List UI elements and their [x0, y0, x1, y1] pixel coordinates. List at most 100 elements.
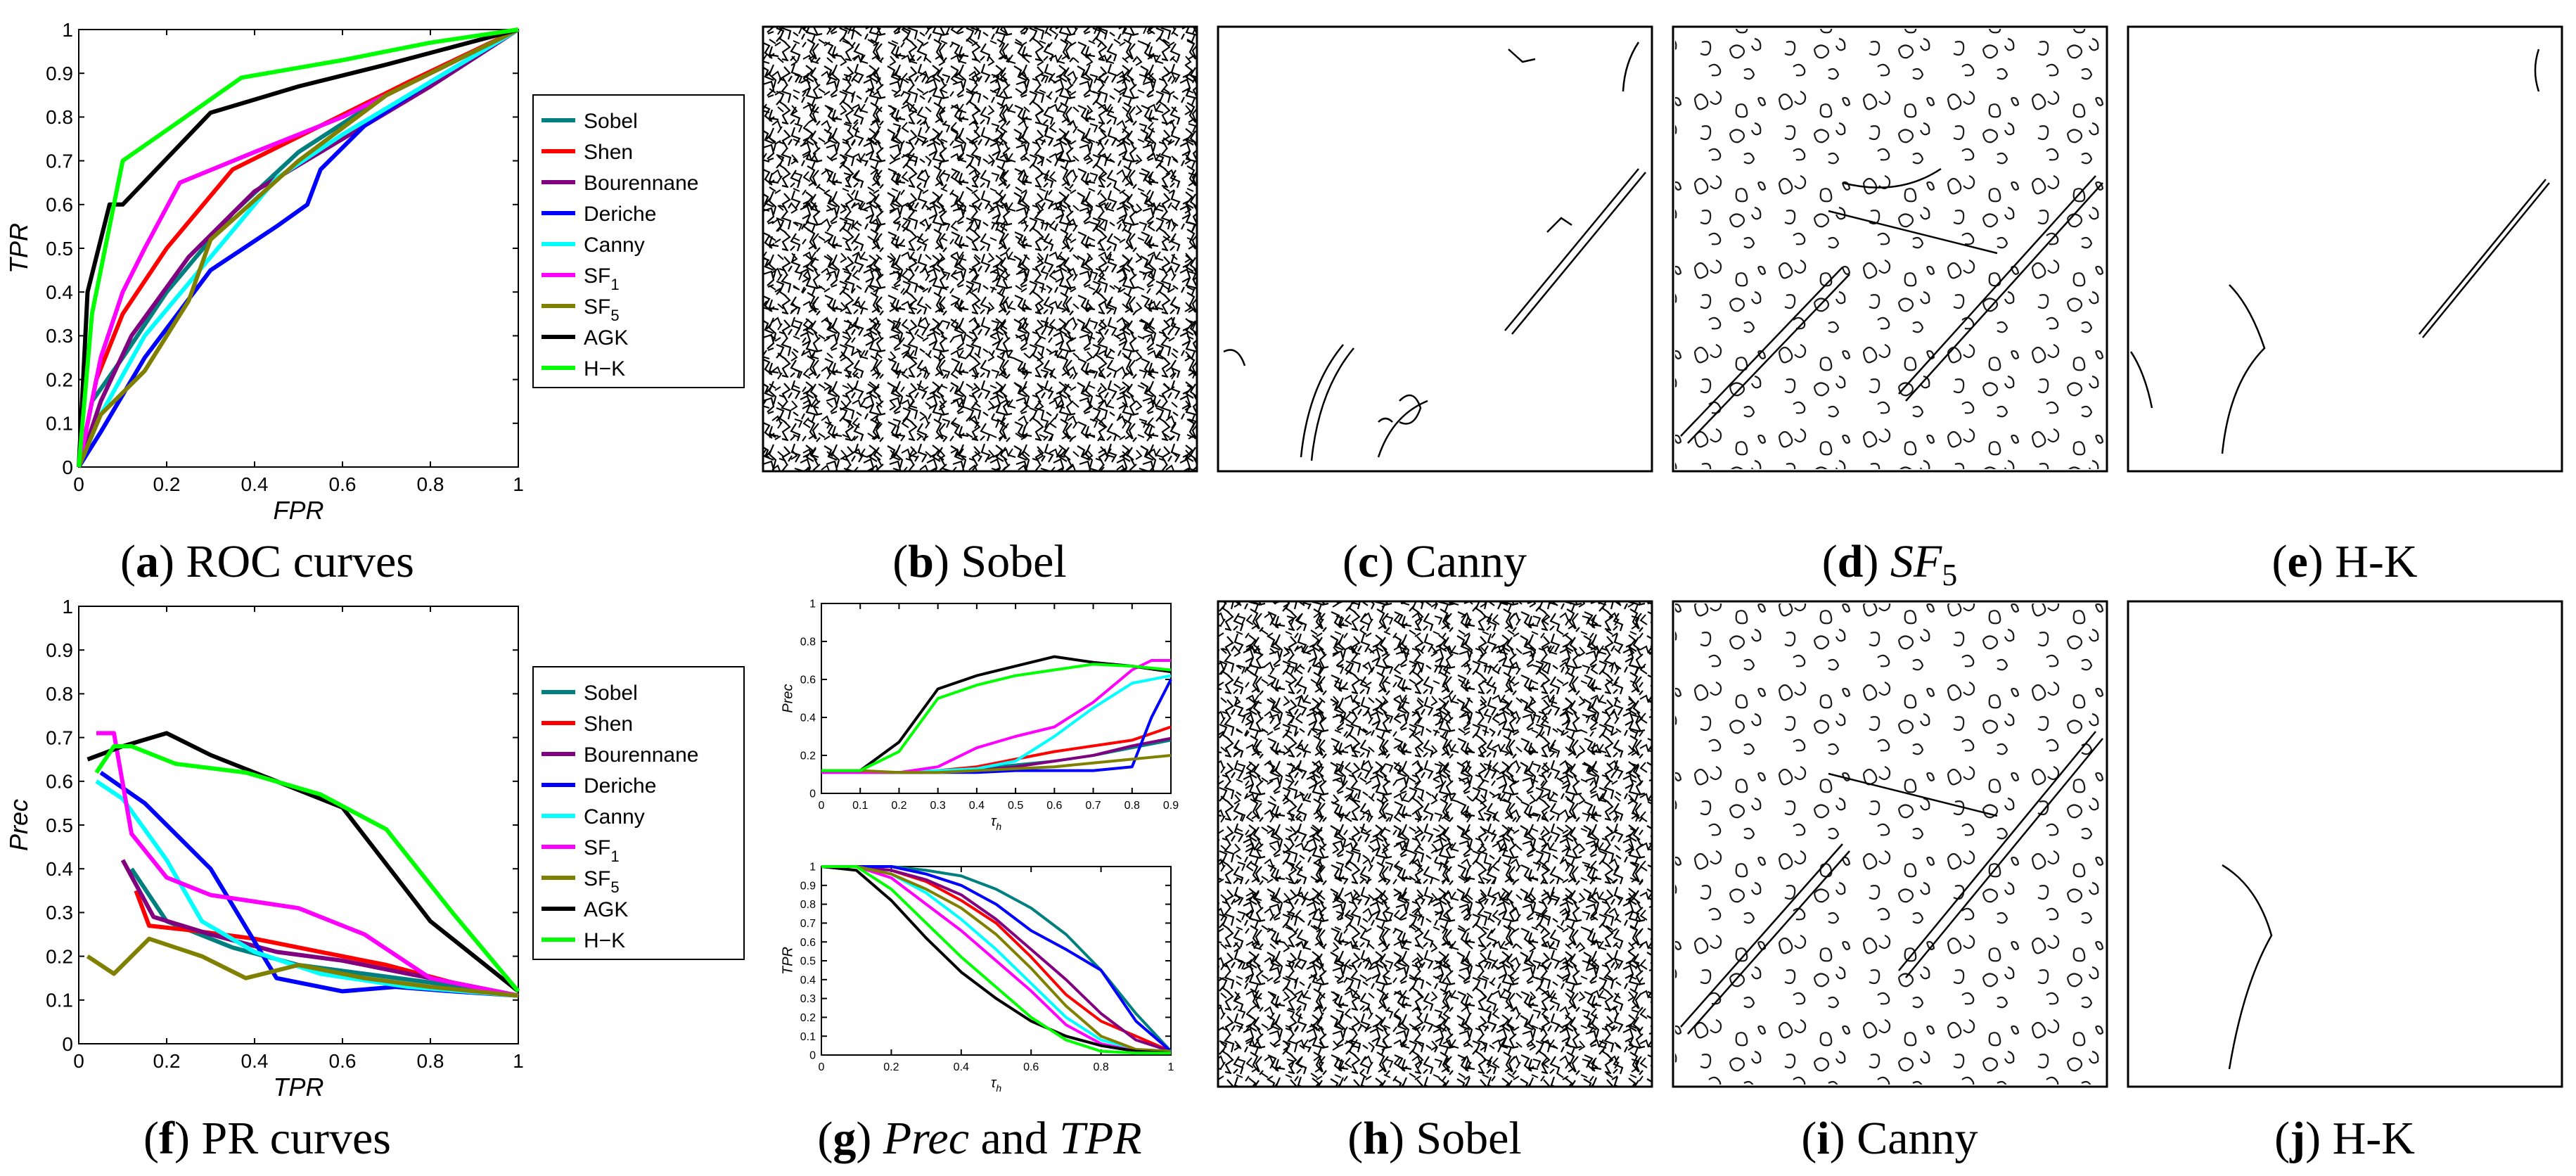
x-tick-label: 0.4: [954, 1061, 969, 1073]
y-tick-label: 0.8: [800, 637, 816, 648]
caption-d: (d) SF5: [1822, 536, 1958, 592]
y-tick-label: 0.7: [46, 150, 73, 172]
x-tick-label: 0: [819, 1061, 825, 1073]
x-tick-label: 0.3: [930, 800, 946, 812]
legend-label: AGK: [584, 326, 628, 350]
y-tick-label: 0: [809, 788, 816, 800]
y-tick-label: 0.8: [46, 106, 73, 128]
x-tick-label: 0.4: [241, 1050, 269, 1072]
x-tick-label: 0.4: [969, 800, 985, 812]
legend-label: H−K: [584, 357, 625, 381]
x-tick-label: 0.6: [329, 1050, 357, 1072]
y-tick-label: 0.3: [800, 993, 816, 1005]
series-line-h-k: [821, 663, 1172, 772]
legend-label: Bourennane: [584, 172, 698, 195]
caption-h: (h) Sobel: [1347, 1113, 1522, 1164]
roc-legend: Sobel Shen Bourennane Deriche Canny SF1SF5AGK…: [532, 94, 745, 388]
x-tick-label: 0.5: [1008, 800, 1023, 812]
y-tick-label: 0.4: [800, 974, 816, 986]
legend-label: SF5: [584, 295, 620, 324]
caption-a: (a) ROC curves: [120, 536, 414, 587]
x-tick-label: 1: [1168, 1061, 1174, 1073]
series-line-bourennane: [77, 27, 520, 468]
y-tick-label: 0.4: [46, 858, 73, 880]
series-line-h-k: [77, 27, 519, 468]
x-tick-label: 0: [73, 1050, 84, 1072]
y-tick-label: 0.5: [800, 956, 816, 968]
x-axis-label: τh: [991, 1075, 1001, 1094]
series-line-sf-1: [96, 731, 519, 998]
x-tick-label: 0.2: [153, 473, 181, 495]
y-tick-label: 0.6: [46, 771, 73, 793]
legend-label: Deriche: [584, 203, 656, 226]
legend-label: Sobel: [584, 682, 638, 705]
sobel-edge-map-top: [762, 25, 1198, 473]
x-tick-label: 0.2: [883, 1061, 899, 1073]
y-tick-label: 0.2: [800, 1012, 816, 1024]
legend-label: SF1: [584, 264, 620, 293]
x-tick-label: 0.8: [1124, 800, 1140, 812]
legend-label: Canny: [584, 234, 645, 257]
y-tick-label: 0.1: [800, 1031, 816, 1043]
y-tick-label: 0.9: [800, 880, 816, 892]
series-line-deriche: [821, 865, 1172, 1053]
legend-label: Shen: [584, 712, 633, 736]
y-tick-label: 1: [809, 862, 816, 874]
legend-label: Deriche: [584, 774, 656, 798]
y-tick-label: 0.7: [46, 727, 73, 748]
y-tick-label: 1: [809, 599, 816, 611]
x-tick-label: 0.6: [1023, 1061, 1039, 1073]
legend-label: H−K: [584, 929, 625, 952]
prec-tau-chart: 0 0.1 0.2 0.3 0.4 0.5 0.6 0.7 0.8 0.9 0 0.2 0.4 0.6 0.…: [780, 599, 1179, 832]
legend-label: Bourennane: [584, 743, 698, 767]
x-tick-label: 1: [513, 1050, 524, 1072]
x-tick-label: 0: [819, 800, 825, 812]
series-line-sf-5: [821, 865, 1172, 1053]
plot-area: [78, 606, 519, 1044]
legend-label: SF1: [584, 836, 620, 865]
hk-edge-map-bottom: [2127, 600, 2563, 1088]
legend-label: Sobel: [584, 110, 638, 133]
y-tick-label: 0.6: [800, 675, 816, 686]
caption-f: (f) PR curves: [143, 1113, 391, 1164]
tpr-tau-chart: 0 0.2 0.4 0.6 0.8 1 0 0.1 0.2 0.3 0.4 0.5 0.6 0.7 0.8 0…: [780, 862, 1174, 1094]
y-axis-label: Prec: [4, 799, 33, 851]
caption-b: (b) Sobel: [892, 536, 1067, 587]
y-tick-label: 0.6: [46, 194, 73, 216]
x-tick-label: 0.7: [1085, 800, 1101, 812]
series-line-sf-5: [821, 754, 1172, 774]
plot-area: [78, 29, 519, 468]
pr-chart: 0 0.2 0.4 0.6 0.8 1 0 0.1 0.2 0.3 0.4 0.5 0.6 0.7 0.8 0…: [4, 596, 524, 1101]
y-tick-label: 0.5: [46, 814, 73, 836]
x-tick-label: 0.8: [1093, 1061, 1108, 1073]
legend-label: AGK: [584, 898, 628, 921]
series-line-agk: [821, 865, 1172, 1055]
x-tick-label: 0.6: [329, 473, 357, 495]
y-tick-label: 0.7: [800, 918, 816, 930]
y-axis-label: TPR: [780, 947, 795, 975]
y-tick-label: 0.9: [46, 639, 73, 661]
x-tick-label: 0.6: [1046, 800, 1062, 812]
caption-g: (g) Prec and TPR: [817, 1113, 1141, 1164]
y-tick-label: 1: [62, 596, 73, 618]
series-line-canny: [77, 27, 520, 468]
y-tick-label: 0.2: [800, 750, 816, 762]
y-tick-label: 0.1: [46, 990, 73, 1011]
legend-label: Canny: [584, 805, 645, 829]
y-tick-label: 0.8: [800, 899, 816, 911]
y-tick-label: 0.5: [46, 238, 73, 260]
y-tick-label: 0.4: [800, 712, 816, 724]
x-axis-label: TPR: [274, 1073, 324, 1101]
y-tick-label: 0: [62, 1033, 73, 1055]
roc-chart: 0 0.2 0.4 0.6 0.8 1 0 0.1 0.2 0.3 0.4 0.5 0.6 0.7 0.8 0…: [4, 19, 524, 525]
x-tick-label: 0: [73, 473, 84, 495]
y-tick-label: 1: [62, 19, 73, 41]
x-tick-label: 0.4: [241, 473, 269, 495]
y-tick-label: 0.3: [46, 325, 73, 347]
x-tick-label: 0.8: [417, 473, 444, 495]
x-tick-label: 1: [513, 473, 524, 495]
y-tick-label: 0.8: [46, 683, 73, 705]
y-tick-label: 0.1: [46, 413, 73, 435]
sobel-edge-map-bottom: [1217, 600, 1653, 1088]
series-line-agk: [86, 731, 520, 993]
